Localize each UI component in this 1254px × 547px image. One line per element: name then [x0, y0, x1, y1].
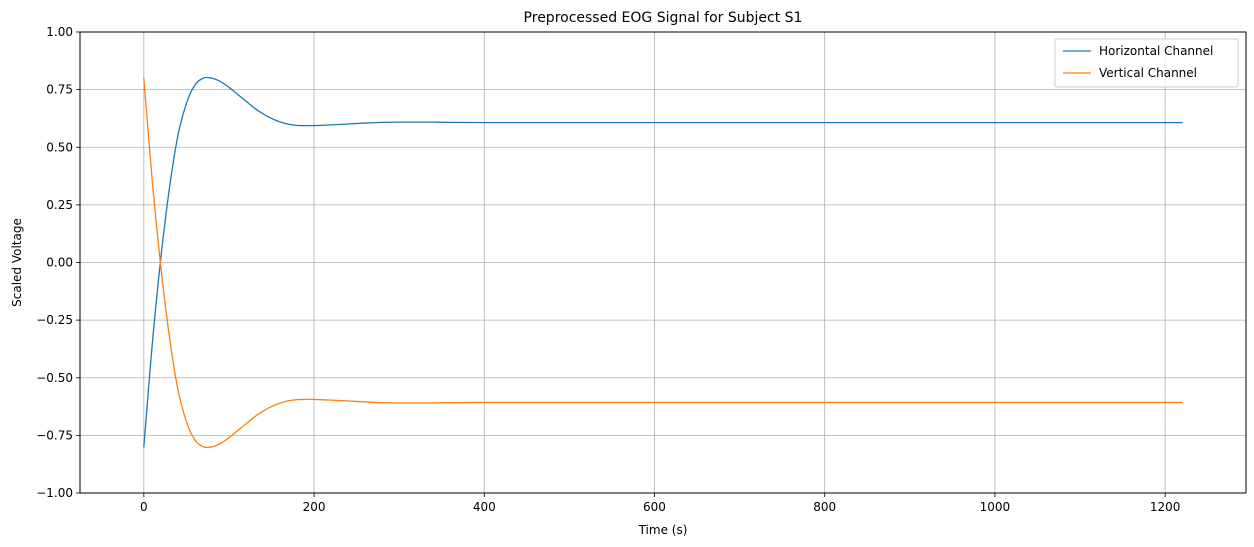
x-tick-label: 800 — [813, 500, 836, 514]
y-tick-label: −0.75 — [36, 428, 73, 442]
grid — [80, 31, 1246, 494]
y-axis-ticks: −1.00 −0.75 −0.50 −0.25 0.00 0.25 0.50 0.75 1.00 — [36, 25, 80, 500]
legend-label: Vertical Channel — [1099, 66, 1197, 80]
x-tick-label: 1000 — [980, 500, 1011, 514]
x-tick-label: 400 — [473, 500, 496, 514]
legend-entries: Horizontal Channel Vertical Channel — [1063, 44, 1213, 80]
y-tick-label: 0.50 — [46, 140, 73, 154]
x-tick-label: 0 — [140, 500, 148, 514]
y-tick-label: 0.25 — [46, 198, 73, 212]
legend: Horizontal Channel Vertical Channel — [1054, 38, 1239, 88]
y-tick-label: 0.75 — [46, 83, 73, 97]
y-tick-label: −0.50 — [36, 371, 73, 385]
series-line-horizontal — [143, 76, 1183, 448]
y-axis-title: Scaled Voltage — [10, 218, 24, 307]
y-tick-label: 0.00 — [46, 256, 73, 270]
x-tick-label: 600 — [643, 500, 666, 514]
y-tick-label: −0.25 — [36, 313, 73, 327]
chart-title: Preprocessed EOG Signal for Subject S1 — [524, 10, 803, 26]
series-line-vertical — [143, 77, 1183, 449]
x-axis-ticks: 0 200 400 600 800 1000 1200 — [140, 493, 1180, 514]
x-tick-label: 1200 — [1150, 500, 1181, 514]
legend-label: Horizontal Channel — [1099, 44, 1213, 58]
y-tick-label: 1.00 — [46, 25, 73, 39]
y-tick-label: −1.00 — [36, 486, 73, 500]
x-tick-label: 200 — [303, 500, 326, 514]
series-lines — [143, 76, 1183, 449]
legend-box — [1054, 38, 1239, 88]
x-axis-title: Time (s) — [638, 523, 688, 537]
